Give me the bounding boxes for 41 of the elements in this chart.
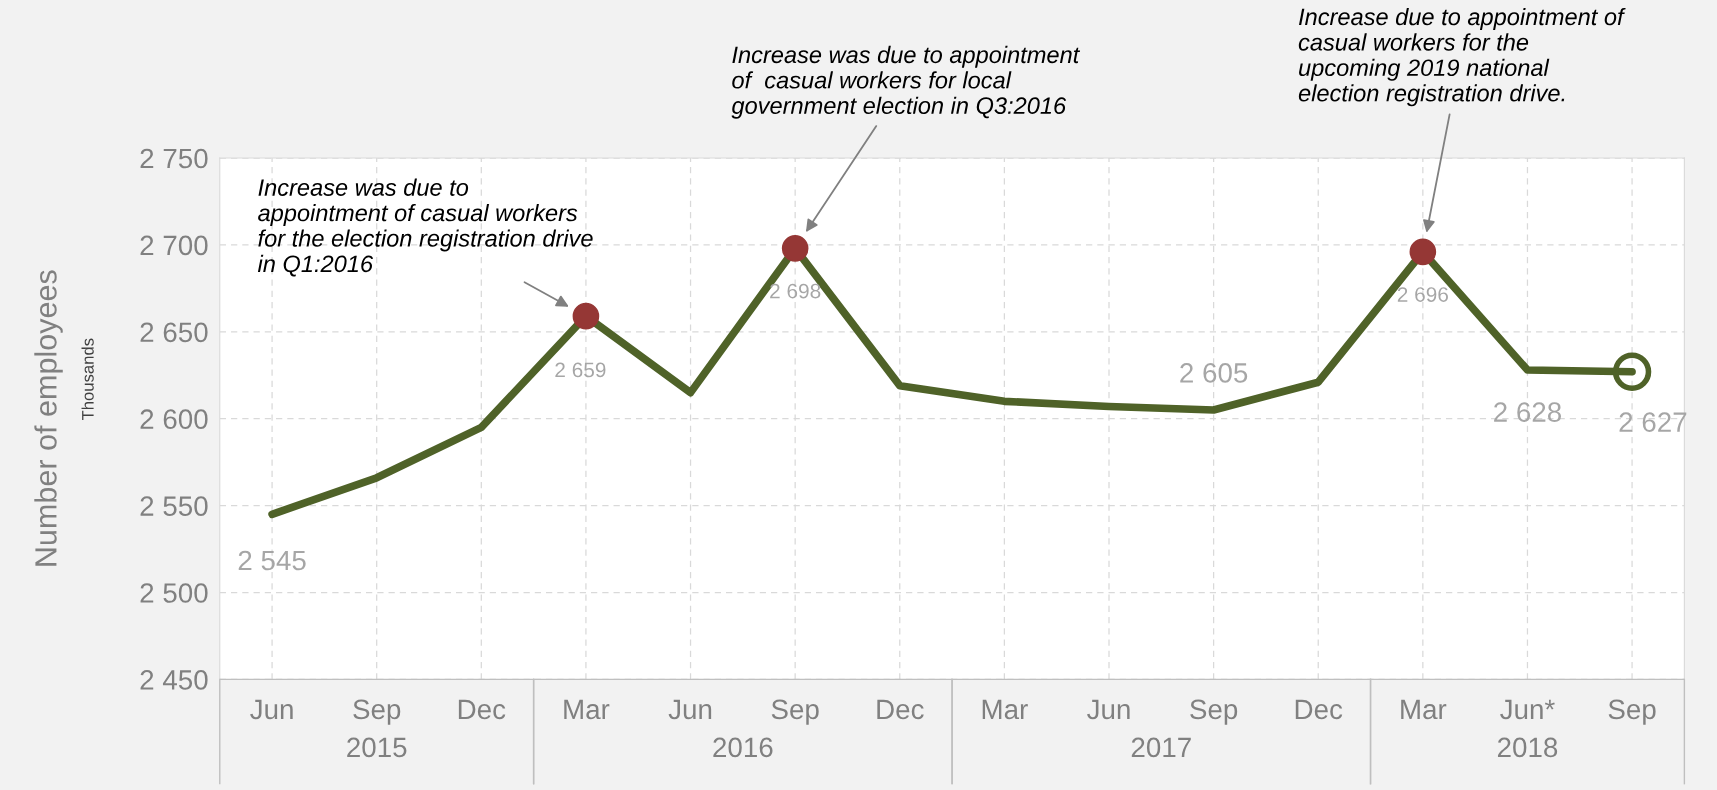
x-tick-label: Sep (771, 699, 819, 725)
y-tick-label: 2 550 (140, 496, 208, 516)
x-tick-label: Dec (458, 699, 506, 720)
y-tick-label: 2 500 (140, 583, 208, 603)
y-tick-label: 2 450 (140, 670, 208, 690)
data-label: 2 605 (1180, 363, 1248, 383)
x-tick-label: Jun (250, 699, 293, 720)
text: Thousands (81, 338, 94, 421)
point (1409, 238, 1437, 266)
x-tick-label: Mar (1401, 699, 1447, 720)
x-tick-label: Dec (1295, 699, 1343, 720)
x-tick-label: Sep (353, 699, 401, 725)
text: Increase was due to appointment of casual workers for local government election in Q3:2016 (731, 45, 1081, 119)
y-tick-label: 2 600 (140, 409, 208, 430)
data-label: 2 545 (238, 550, 306, 571)
x-tick-label: Jun (668, 699, 712, 720)
text: 2016 (713, 737, 773, 758)
x-tick-label: Mar (982, 699, 1028, 720)
y-tick-label: 2 750 (140, 148, 208, 169)
data-label: 2 627 (1619, 412, 1687, 433)
text: 2017 (1131, 737, 1191, 758)
data-label: 2 628 (1494, 402, 1562, 422)
y-tick-label: 2 650 (140, 322, 208, 343)
text: 2018 (1497, 737, 1558, 758)
point (572, 302, 600, 330)
data-label: 2 698 (770, 283, 821, 299)
y-tick-label: 2 700 (140, 235, 208, 256)
data-label: 2 696 (1397, 287, 1448, 302)
annotation: Increase was due to appointment of casual workers for the election registration drive in Q1:2016 (257, 178, 593, 277)
x-tick-label: Sep (1608, 699, 1656, 725)
x-tick-label: Jun* (1500, 699, 1555, 720)
data-label: 2 659 (555, 362, 606, 378)
x-tick-label: Jun (1087, 699, 1130, 720)
text: 2015 (347, 737, 407, 758)
y-axis-title: Number of employees (34, 270, 63, 566)
text: Increase due to appointment of casual workers for the upcoming 2019 national election registration drive. (1298, 7, 1626, 107)
x-tick-label: Mar (564, 699, 610, 720)
x-tick-label: Dec (877, 699, 924, 720)
point (1612, 352, 1652, 391)
x-tick-label: Sep (1190, 699, 1238, 725)
point (781, 235, 809, 262)
